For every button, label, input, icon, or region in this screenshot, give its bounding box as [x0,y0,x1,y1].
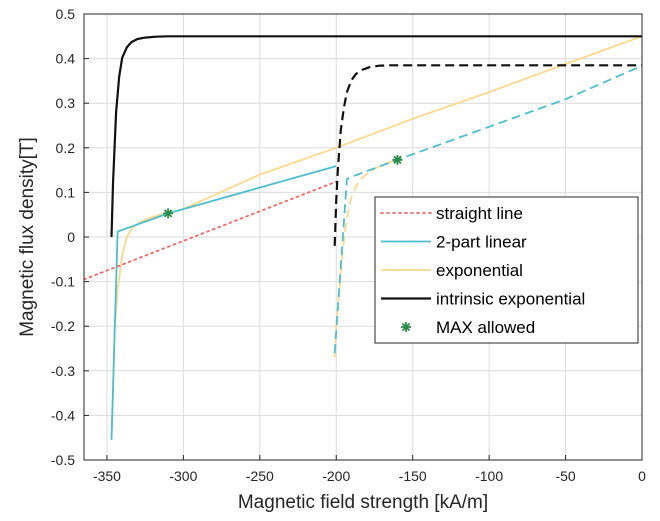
legend-label: straight line [436,204,523,223]
legend: straight line 2-part linear exponential int… [374,196,639,344]
x-axis: -350 -300 -250 -200 -150 -100 -50 0 [93,455,646,484]
y-axis-label: Magnetic flux density[T] [17,137,38,337]
legend-entry: 2-part linear [381,233,527,252]
legend-entry: exponential [381,261,523,280]
y-tick-label: -0.4 [51,407,75,423]
x-tick-label: -350 [93,468,121,484]
y-tick-label: 0.2 [56,140,76,156]
series-line-intrinsic-exponential [110,35,642,238]
y-tick-label: -0.1 [51,274,75,290]
x-tick-label: -150 [399,468,427,484]
y-tick-label: -0.3 [51,363,75,379]
legend-label: intrinsic exponential [436,290,585,309]
legend-label: 2-part linear [436,233,527,252]
legend-marker-icon [401,322,411,332]
x-tick-label: -200 [322,468,350,484]
y-tick-label: 0.1 [56,184,76,200]
y-tick-label: 0.5 [56,6,76,22]
x-tick-label: -50 [555,468,575,484]
max-allowed-marker [392,154,403,165]
legend-entry: intrinsic exponential [381,290,585,309]
series-line-exponential [110,35,642,438]
y-tick-label: -0.2 [51,318,75,334]
x-axis-label: Magnetic field strength [kA/m] [238,492,488,513]
y-tick-label: -0.5 [51,452,75,468]
max-allowed-marker [163,208,174,219]
x-tick-label: -100 [475,468,503,484]
marker-layer [163,154,403,219]
x-tick-label: -250 [246,468,274,484]
legend-entry: straight line [380,204,523,223]
y-tick-label: 0 [67,229,75,245]
y-tick-label: 0.4 [56,51,76,67]
x-tick-label: 0 [638,468,646,484]
series-line-intrinsic-exponential [333,64,642,246]
legend-label: MAX allowed [436,318,535,337]
y-tick-label: 0.3 [56,95,76,111]
legend-label: exponential [436,261,523,280]
y-axis: -0.5 -0.4 -0.3 -0.2 -0.1 0 0.1 0.2 0.3 0.4 0.5 [51,6,89,468]
series-line-exponential [333,158,398,358]
x-tick-label: -300 [169,468,197,484]
legend-entry: MAX allowed [401,318,535,337]
